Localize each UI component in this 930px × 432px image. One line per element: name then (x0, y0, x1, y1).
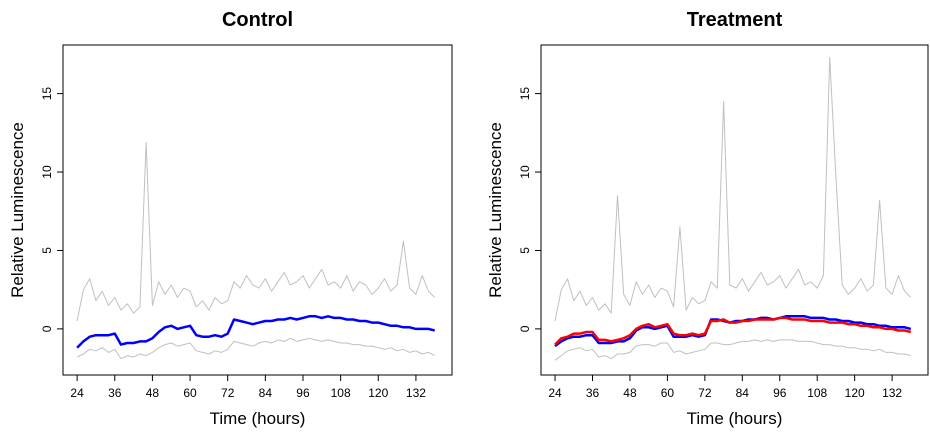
x-tick-label: 36 (108, 386, 122, 400)
x-tick-label: 96 (296, 386, 310, 400)
y-tick-label: 5 (40, 247, 54, 254)
x-tick-label: 84 (736, 386, 750, 400)
plot-area (76, 141, 436, 360)
x-tick-label: 60 (661, 386, 675, 400)
panel: Control Time (hours) Relative Luminescence… (8, 9, 453, 428)
y-tick-label: 10 (518, 165, 532, 179)
y-axis-label: Relative Luminescence (486, 122, 505, 298)
x-tick-label: 72 (221, 386, 235, 400)
panel: Treatment Time (hours) Relative Luminescen… (486, 9, 929, 428)
x-tick-label: 24 (548, 386, 562, 400)
plot-area (554, 57, 912, 361)
y-tick-label: 0 (40, 325, 54, 332)
y-tick-label: 15 (40, 87, 54, 101)
x-tick-label: 108 (331, 386, 351, 400)
mean-line (76, 315, 436, 349)
x-tick-label: 36 (586, 386, 600, 400)
chart-title: Control (222, 9, 293, 31)
trace-line (554, 339, 911, 361)
trace-line (76, 141, 436, 322)
x-tick-label: 108 (807, 386, 827, 400)
x-tick-label: 120 (845, 386, 865, 400)
y-tick-label: 0 (518, 325, 532, 332)
plot-frame (540, 44, 929, 376)
y-tick-label: 5 (518, 247, 532, 254)
x-tick-label: 60 (183, 386, 197, 400)
x-tick-label: 132 (406, 386, 426, 400)
x-tick-label: 96 (773, 386, 787, 400)
x-tick-label: 24 (70, 386, 84, 400)
plot-frame (62, 44, 453, 376)
trace-line (76, 337, 435, 360)
chart-title: Treatment (687, 9, 783, 31)
trace-line (554, 57, 912, 322)
x-axis-label: Time (hours) (210, 409, 306, 428)
x-tick-label: 120 (368, 386, 388, 400)
y-axis-label: Relative Luminescence (8, 122, 27, 298)
x-axis-label: Time (hours) (687, 409, 783, 428)
x-tick-label: 84 (259, 386, 273, 400)
x-tick-label: 48 (623, 386, 637, 400)
x-tick-label: 72 (698, 386, 712, 400)
y-tick-label: 15 (518, 87, 532, 101)
mean-line (554, 316, 912, 346)
y-tick-label: 10 (40, 165, 54, 179)
x-tick-label: 48 (146, 386, 160, 400)
x-tick-label: 132 (882, 386, 902, 400)
